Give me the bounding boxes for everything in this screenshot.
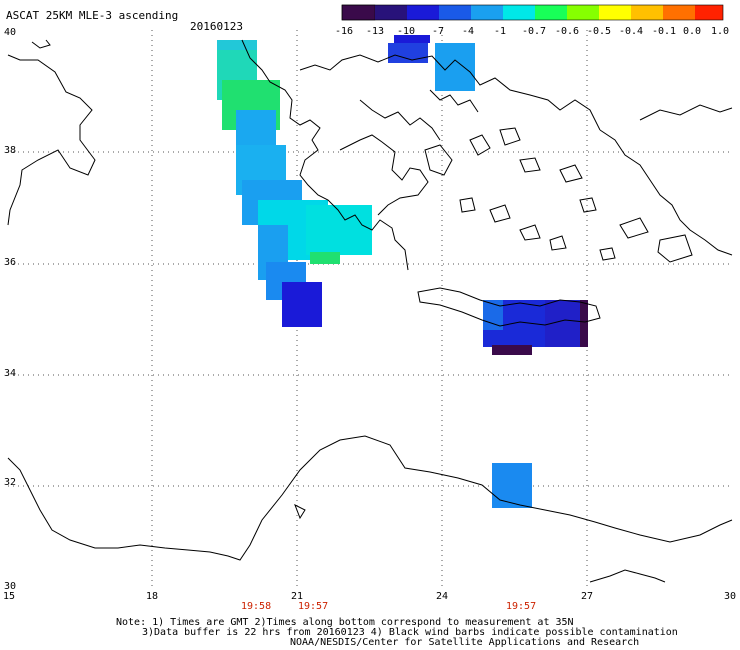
graticule xyxy=(8,30,732,590)
colorbar-label: -16 xyxy=(335,26,354,37)
colorbar-label: -1 xyxy=(494,26,507,37)
colorbar-label: -4 xyxy=(462,26,475,37)
note-line-3: NOAA/NESDIS/Center for Satellite Applica… xyxy=(290,637,640,648)
colorbar-label: -0.1 xyxy=(652,26,677,37)
colorbar-label: 0.0 xyxy=(683,26,702,37)
lon-tick: 21 xyxy=(291,591,304,602)
pass-time: 19:57 xyxy=(298,601,329,612)
colorbar-label: -0.6 xyxy=(555,26,580,37)
colorbar-label: -13 xyxy=(366,26,385,37)
lat-tick: 36 xyxy=(4,257,17,268)
lat-tick: 30 xyxy=(4,581,17,592)
lon-tick: 30 xyxy=(724,591,737,602)
lat-tick: 34 xyxy=(4,368,17,379)
colorbar-label: 1.0 xyxy=(711,26,730,37)
lat-tick: 32 xyxy=(4,477,17,488)
wind-swath-egypt xyxy=(492,463,532,508)
lon-tick: 24 xyxy=(436,591,449,602)
lon-tick: 27 xyxy=(581,591,594,602)
wind-swath-crete xyxy=(483,300,588,355)
coastlines xyxy=(7,39,733,583)
note-line-1: Note: 1) Times are GMT 2)Times along bot… xyxy=(116,617,574,628)
wind-swath-aegean-north xyxy=(388,35,475,91)
lon-tick: 18 xyxy=(146,591,159,602)
colorbar-label: -0.7 xyxy=(522,26,547,37)
colorbar-label: -0.4 xyxy=(619,26,644,37)
lat-tick: 38 xyxy=(4,145,17,156)
pass-time: 19:57 xyxy=(506,601,537,612)
pass-time: 19:58 xyxy=(241,601,272,612)
colorbar-label: -10 xyxy=(397,26,416,37)
map-title: ASCAT 25KM MLE-3 ascending xyxy=(6,9,179,22)
lat-tick: 40 xyxy=(4,27,17,38)
wind-swath-ionian xyxy=(217,40,372,327)
colorbar-label: -0.5 xyxy=(587,26,612,37)
lon-tick: 15 xyxy=(3,591,16,602)
note-line-2: 3)Data buffer is 22 hrs from 20160123 4)… xyxy=(142,627,678,638)
map-date: 20160123 xyxy=(190,20,243,33)
colorbar xyxy=(341,4,724,21)
colorbar-label: -7 xyxy=(432,26,445,37)
